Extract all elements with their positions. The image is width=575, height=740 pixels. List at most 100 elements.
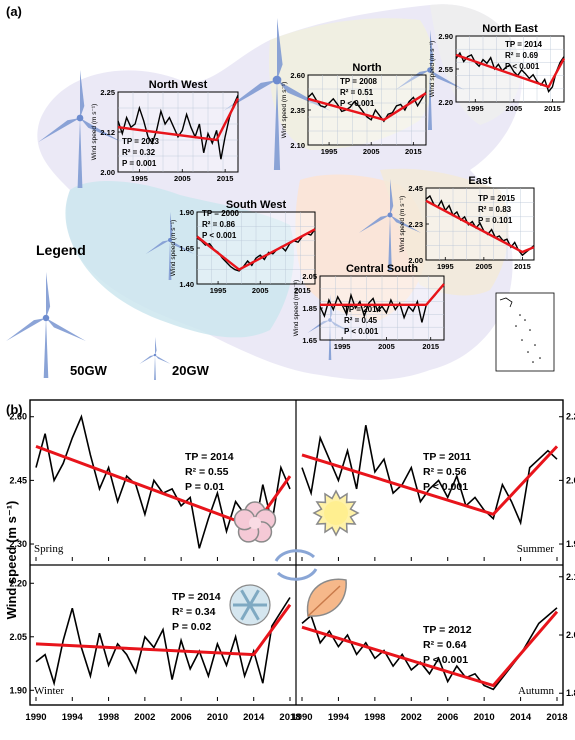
y-axis-label: Wind speed (m s⁻¹)	[293, 280, 300, 337]
sun-icon	[312, 489, 360, 537]
y-tick-label: 2.90	[438, 32, 453, 41]
stat-label: TP = 2000	[202, 209, 240, 218]
x-tick-label: 2010	[474, 712, 495, 723]
y-tick-label: 2.12	[100, 128, 115, 137]
stat-label: R² = 0.51	[340, 88, 374, 97]
y-tick-label: 2.55	[438, 65, 453, 74]
season-cycle-arrows	[274, 549, 318, 581]
y-axis-label: Wind speed (m s⁻¹)	[170, 220, 177, 277]
x-tick-label: 1998	[364, 712, 385, 723]
chart-title: North West	[149, 79, 208, 91]
wind-speed-series	[319, 283, 445, 323]
wind-turbine-icon	[223, 18, 331, 170]
stat-label: R² = 0.32	[122, 148, 156, 157]
y-tick-label: 1.90	[9, 685, 27, 695]
x-tick-label: 1990	[291, 712, 312, 723]
x-tick-label: 1998	[98, 712, 119, 723]
x-tick-label: 2005	[174, 174, 191, 183]
stat-label: TP = 2015	[478, 194, 516, 203]
wind-turbine-icon	[6, 272, 86, 378]
y-tick-label: 1.65	[302, 336, 317, 345]
stat-label: R² = 0.69	[505, 51, 539, 60]
trend-line	[320, 283, 445, 306]
y-tick-label: 2.60	[9, 412, 27, 422]
wind-turbine-icon	[139, 337, 171, 380]
x-tick-label: 2002	[401, 712, 422, 723]
panel-label-a: (a)	[6, 4, 22, 19]
y-tick-label: 2.45	[408, 184, 423, 193]
x-tick-label: 1995	[437, 262, 454, 271]
wind-speed-series	[425, 194, 535, 257]
wind-turbine-icon	[395, 30, 465, 130]
chart-autumn: 1.85 2.00 2.15 TP = 2012 R² = 0.64 P < 0.001 A…	[301, 572, 575, 701]
y-axis-label: Wind speed (m s⁻¹)	[429, 41, 436, 98]
wind-turbine-icon	[358, 179, 422, 270]
trend-line	[196, 228, 316, 272]
season-label: Winter	[34, 685, 64, 697]
chart-title: North East	[482, 23, 538, 35]
y-tick-label: 2.00	[100, 168, 115, 177]
x-tick-label: 2015	[405, 147, 422, 156]
x-tick-label: 2006	[171, 712, 192, 723]
snowflake-icon	[229, 584, 271, 626]
stat-label: TP = 2014	[505, 40, 543, 49]
stat-label: P = 0.01	[185, 481, 224, 493]
x-tick-label: 1994	[62, 712, 84, 723]
x-tick-label: 2018	[279, 712, 300, 723]
stat-label: R² = 0.86	[202, 220, 236, 229]
seasonal-y-axis-label: Wind speed (m s⁻¹)	[4, 501, 19, 620]
y-tick-label: 1.65	[179, 244, 194, 253]
x-tick-label: 2015	[422, 342, 439, 351]
chart-summer: 1.90 2.05 2.20 TP = 2011 R² = 0.56 P < 0.001 S…	[301, 412, 575, 561]
x-tick-label: 2015	[294, 286, 311, 295]
trend-line	[455, 53, 566, 89]
stat-label: R² = 0.45	[344, 316, 378, 325]
legend-title: Legend	[36, 242, 86, 258]
south-sea-inset	[495, 292, 555, 372]
season-label: Summer	[517, 543, 555, 555]
y-tick-label: 2.35	[290, 106, 305, 115]
x-tick-label: 2005	[252, 286, 269, 295]
wind-speed-series	[301, 425, 558, 526]
stat-label: R² = 0.34	[172, 606, 216, 618]
stat-label: R² = 0.64	[423, 639, 467, 651]
y-tick-label: 1.40	[179, 280, 194, 289]
x-tick-label: 2015	[544, 104, 561, 113]
y-tick-label: 2.10	[290, 141, 305, 150]
y-tick-label: 2.00	[408, 256, 423, 265]
trend-line	[35, 603, 292, 657]
panel-label-b: (b)	[6, 402, 23, 417]
chart-title: South West	[226, 199, 287, 211]
y-tick-label: 2.60	[290, 71, 305, 80]
wind-turbine-icon	[38, 70, 122, 188]
chart-title: East	[468, 175, 492, 187]
y-tick-label: 2.20	[9, 578, 27, 588]
x-tick-label: 1994	[328, 712, 350, 723]
y-axis-label: Wind speed (m s⁻¹)	[399, 196, 406, 253]
season-label: Autumn	[518, 685, 555, 697]
stat-label: P = 0.02	[172, 621, 211, 633]
wind-speed-series	[35, 597, 291, 687]
stat-label: P < 0.001	[423, 654, 468, 666]
wind-turbine-icon	[145, 212, 195, 280]
stat-label: P < 0.001	[202, 231, 237, 240]
y-tick-label: 2.15	[566, 572, 575, 582]
x-tick-label: 2006	[437, 712, 458, 723]
stat-label: P = 0.001	[122, 159, 157, 168]
stat-label: TP = 2011	[423, 451, 471, 463]
x-tick-label: 1995	[321, 147, 338, 156]
trend-line	[117, 97, 240, 142]
x-tick-label: 2005	[378, 342, 395, 351]
stat-label: TP = 2013	[122, 137, 160, 146]
season-label: Spring	[34, 543, 64, 555]
y-tick-label: 2.05	[9, 632, 27, 642]
stat-label: P < 0.001	[505, 62, 540, 71]
trend-line	[301, 445, 559, 517]
y-tick-label: 2.23	[408, 220, 423, 229]
y-tick-label: 2.05	[566, 475, 575, 485]
